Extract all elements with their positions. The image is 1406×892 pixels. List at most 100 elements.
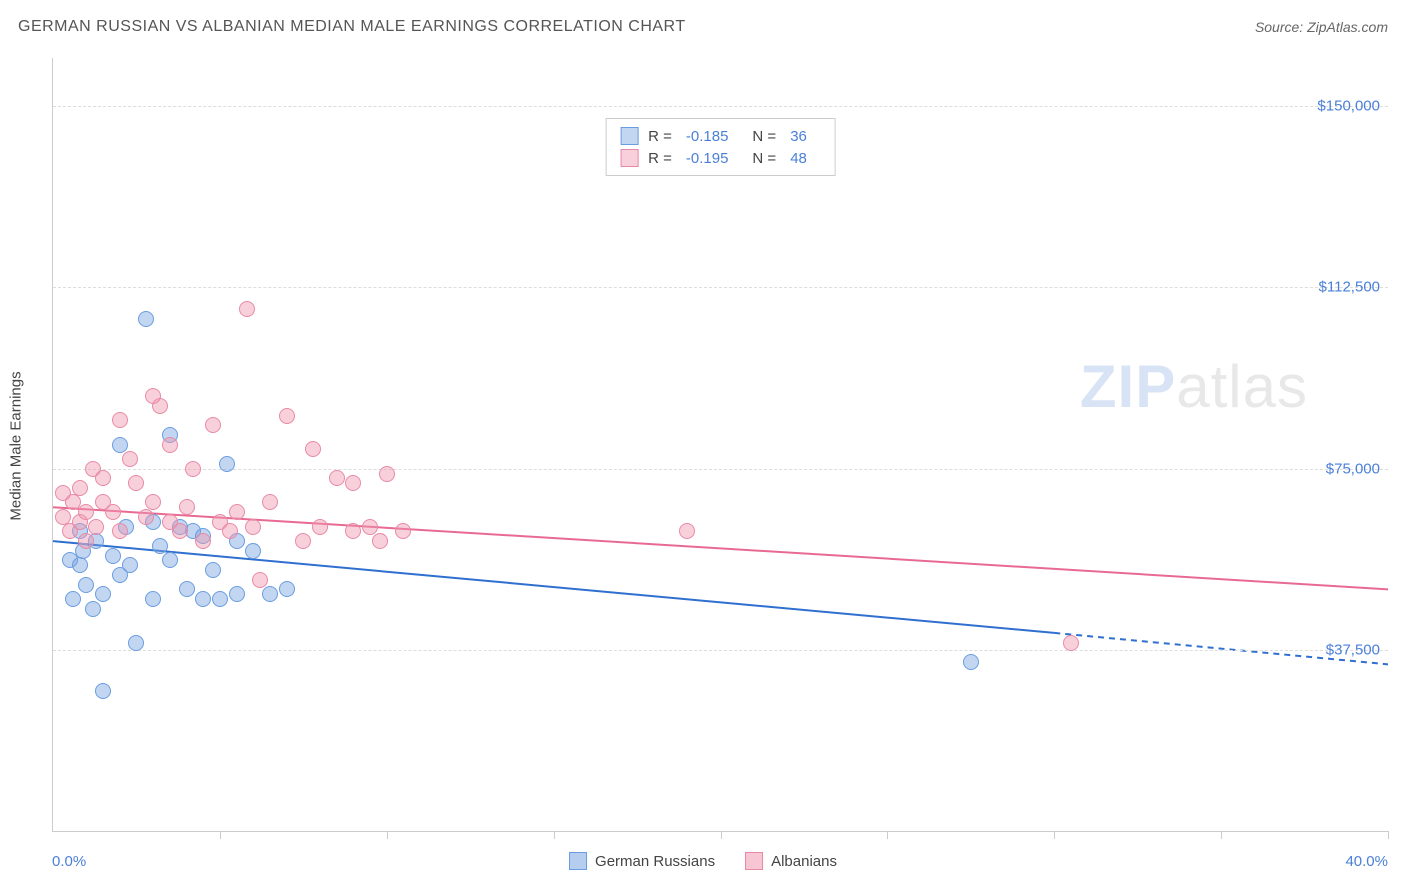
- scatter-point: [112, 567, 128, 583]
- scatter-point: [72, 480, 88, 496]
- scatter-point: [229, 586, 245, 602]
- scatter-point: [138, 311, 154, 327]
- x-tick: [387, 831, 388, 839]
- scatter-point: [252, 572, 268, 588]
- legend-swatch-pink: [620, 149, 638, 167]
- scatter-point: [78, 504, 94, 520]
- plot-area: ZIPatlas R = -0.185 N = 36 R = -0.195 N …: [52, 58, 1388, 832]
- x-tick: [721, 831, 722, 839]
- watermark-bold: ZIP: [1080, 353, 1176, 420]
- watermark: ZIPatlas: [1080, 352, 1308, 421]
- scatter-point: [105, 548, 121, 564]
- scatter-point: [152, 538, 168, 554]
- scatter-point: [222, 523, 238, 539]
- scatter-point: [279, 581, 295, 597]
- r-value-2: -0.195: [686, 150, 729, 167]
- scatter-point: [379, 466, 395, 482]
- scatter-point: [112, 412, 128, 428]
- source-label: Source: ZipAtlas.com: [1255, 19, 1388, 35]
- scatter-point: [112, 523, 128, 539]
- grid-line: [53, 106, 1388, 107]
- scatter-point: [205, 562, 221, 578]
- x-start-label: 0.0%: [52, 853, 86, 870]
- scatter-point: [78, 577, 94, 593]
- legend-swatch-blue: [620, 127, 638, 145]
- scatter-point: [345, 523, 361, 539]
- n-label-2: N =: [752, 150, 776, 167]
- scatter-point: [262, 494, 278, 510]
- scatter-point: [112, 437, 128, 453]
- chart-container: GERMAN RUSSIAN VS ALBANIAN MEDIAN MALE E…: [0, 0, 1406, 892]
- scatter-point: [245, 543, 261, 559]
- r-label-1: R =: [648, 128, 672, 145]
- legend-item-german-russians: German Russians: [569, 852, 715, 870]
- scatter-point: [395, 523, 411, 539]
- n-label-1: N =: [752, 128, 776, 145]
- n-value-1: 36: [790, 128, 807, 145]
- scatter-point: [85, 601, 101, 617]
- scatter-point: [963, 654, 979, 670]
- watermark-light: atlas: [1176, 353, 1308, 420]
- scatter-point: [65, 591, 81, 607]
- scatter-point: [372, 533, 388, 549]
- x-tick: [554, 831, 555, 839]
- scatter-point: [295, 533, 311, 549]
- scatter-point: [128, 475, 144, 491]
- legend-item-albanians: Albanians: [745, 852, 837, 870]
- scatter-point: [185, 461, 201, 477]
- legend-swatch-pink-bottom: [745, 852, 763, 870]
- legend-stats-box: R = -0.185 N = 36 R = -0.195 N = 48: [605, 118, 836, 176]
- x-tick: [1388, 831, 1389, 839]
- r-value-1: -0.185: [686, 128, 729, 145]
- scatter-point: [95, 586, 111, 602]
- legend-stats-row-2: R = -0.195 N = 48: [620, 147, 821, 169]
- legend-bottom: German Russians Albanians: [569, 852, 837, 870]
- scatter-point: [262, 586, 278, 602]
- legend-label-1: German Russians: [595, 853, 715, 870]
- scatter-point: [345, 475, 361, 491]
- scatter-point: [205, 417, 221, 433]
- x-tick: [220, 831, 221, 839]
- r-label-2: R =: [648, 150, 672, 167]
- scatter-point: [195, 591, 211, 607]
- scatter-point: [219, 456, 235, 472]
- x-tick: [1221, 831, 1222, 839]
- scatter-point: [145, 591, 161, 607]
- scatter-point: [105, 504, 121, 520]
- scatter-point: [88, 519, 104, 535]
- scatter-point: [72, 557, 88, 573]
- y-axis-title: Median Male Earnings: [8, 371, 25, 520]
- scatter-point: [95, 470, 111, 486]
- scatter-point: [128, 635, 144, 651]
- scatter-point: [145, 494, 161, 510]
- x-tick: [887, 831, 888, 839]
- scatter-point: [362, 519, 378, 535]
- x-tick: [1054, 831, 1055, 839]
- scatter-point: [1063, 635, 1079, 651]
- grid-line: [53, 287, 1388, 288]
- scatter-point: [138, 509, 154, 525]
- grid-line: [53, 650, 1388, 651]
- chart-title: GERMAN RUSSIAN VS ALBANIAN MEDIAN MALE E…: [18, 18, 686, 36]
- scatter-point: [239, 301, 255, 317]
- scatter-point: [145, 388, 161, 404]
- x-end-label: 40.0%: [1345, 853, 1388, 870]
- scatter-point: [212, 591, 228, 607]
- scatter-point: [195, 533, 211, 549]
- y-tick-label: $112,500: [1319, 279, 1380, 296]
- title-bar: GERMAN RUSSIAN VS ALBANIAN MEDIAN MALE E…: [18, 18, 1388, 36]
- scatter-point: [179, 499, 195, 515]
- scatter-point: [78, 533, 94, 549]
- trend-line: [53, 541, 1054, 633]
- scatter-point: [179, 581, 195, 597]
- scatter-point: [122, 451, 138, 467]
- scatter-point: [229, 504, 245, 520]
- legend-label-2: Albanians: [771, 853, 837, 870]
- legend-swatch-blue-bottom: [569, 852, 587, 870]
- y-tick-label: $37,500: [1326, 641, 1380, 658]
- grid-line: [53, 469, 1388, 470]
- scatter-point: [279, 408, 295, 424]
- scatter-point: [679, 523, 695, 539]
- scatter-point: [162, 552, 178, 568]
- scatter-point: [312, 519, 328, 535]
